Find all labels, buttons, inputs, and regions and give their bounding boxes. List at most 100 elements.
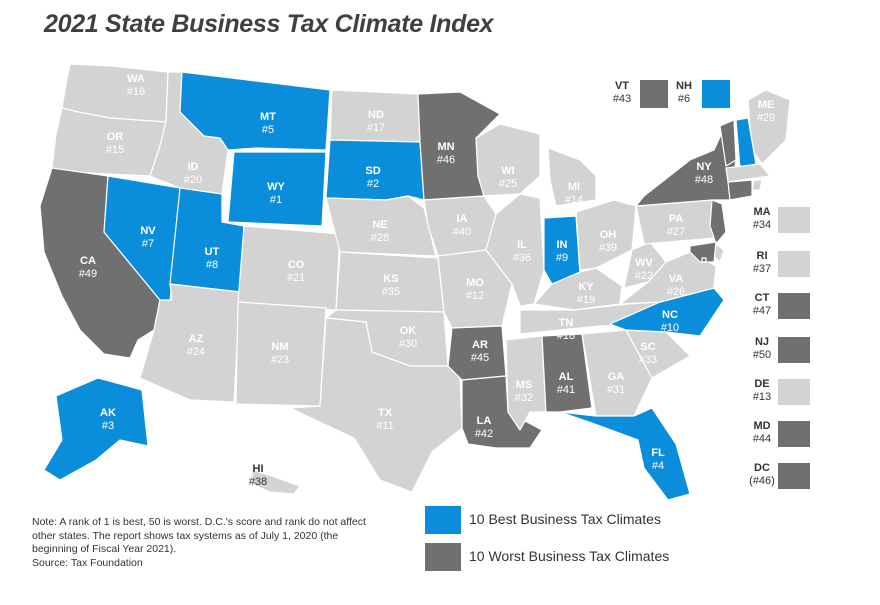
state-abbr: CA bbox=[80, 255, 96, 267]
state-rank: #19 bbox=[577, 294, 595, 306]
state-abbr: SD bbox=[365, 165, 380, 177]
callout-swatch-nj bbox=[778, 337, 810, 363]
state-label-ar: AR #45 bbox=[471, 339, 489, 364]
state-rank: #45 bbox=[471, 352, 489, 364]
state-abbr: AR bbox=[472, 339, 488, 351]
state-label-il: IL #36 bbox=[513, 239, 531, 264]
state-rank: #20 bbox=[184, 174, 202, 186]
state-rank: #41 bbox=[557, 384, 575, 396]
state-label-co: CO #21 bbox=[287, 259, 305, 284]
state-label-la: LA #42 bbox=[475, 415, 493, 440]
state-label-nv: NV #7 bbox=[140, 225, 156, 250]
callout-label-ct: CT #47 bbox=[742, 292, 782, 318]
state-rank: #8 bbox=[206, 259, 218, 271]
state-abbr: ME bbox=[758, 99, 775, 111]
state-vt bbox=[719, 119, 737, 167]
state-wy bbox=[227, 151, 327, 227]
state-rank: #25 bbox=[499, 178, 517, 190]
callout-swatch-vt bbox=[640, 80, 668, 108]
callout-swatch-ri bbox=[778, 251, 810, 277]
callout-rank: #44 bbox=[752, 433, 772, 445]
callout-swatch-md bbox=[778, 421, 810, 447]
callout-label-ma: MA #34 bbox=[742, 206, 782, 232]
callout-rank: (#46) bbox=[749, 475, 775, 487]
state-label-wy: WY #1 bbox=[267, 181, 285, 206]
state-rank: #30 bbox=[399, 338, 417, 350]
callout-swatch-nh bbox=[702, 80, 730, 108]
state-rank: #9 bbox=[556, 252, 568, 264]
state-tx bbox=[289, 317, 463, 493]
state-abbr: KS bbox=[383, 273, 398, 285]
state-label-ak: AK #3 bbox=[100, 407, 116, 432]
state-dc bbox=[701, 257, 707, 263]
callout-label-ri: RI #37 bbox=[742, 250, 782, 276]
state-rank: #28 bbox=[371, 232, 389, 244]
callout-abbr: MA bbox=[753, 206, 771, 218]
state-label-id: ID #20 bbox=[184, 161, 202, 186]
state-label-mo: MO #12 bbox=[466, 277, 484, 302]
state-rank: #15 bbox=[106, 144, 124, 156]
state-label-ia: IA #40 bbox=[453, 213, 471, 238]
state-label-sc: SC #33 bbox=[639, 341, 657, 366]
state-rank: #35 bbox=[382, 286, 400, 298]
state-label-or: OR #15 bbox=[106, 131, 124, 156]
state-label-oh: OH #39 bbox=[599, 229, 617, 254]
state-abbr: OH bbox=[600, 229, 617, 241]
state-rank: #12 bbox=[466, 290, 484, 302]
callout-rank: #47 bbox=[752, 305, 772, 317]
state-abbr: IN bbox=[557, 239, 568, 251]
state-abbr: CO bbox=[288, 259, 305, 271]
state-rank: #36 bbox=[513, 252, 531, 264]
legend-best-label: 10 Best Business Tax Climates bbox=[469, 511, 661, 527]
callout-abbr: RI bbox=[756, 250, 768, 262]
state-label-ok: OK #30 bbox=[399, 325, 417, 350]
legend-worst-label: 10 Worst Business Tax Climates bbox=[469, 548, 670, 564]
callout-swatch-ma bbox=[778, 207, 810, 233]
state-rank: #5 bbox=[262, 124, 274, 136]
state-label-pa: PA #27 bbox=[667, 213, 685, 238]
state-label-me: ME #29 bbox=[757, 99, 775, 124]
state-label-az: AZ #24 bbox=[187, 333, 205, 358]
state-label-ky: KY #19 bbox=[577, 281, 595, 306]
callout-rank: #13 bbox=[752, 391, 772, 403]
state-abbr: LA bbox=[477, 415, 492, 427]
state-abbr: OK bbox=[400, 325, 417, 337]
state-abbr: UT bbox=[205, 246, 220, 258]
state-abbr: MO bbox=[466, 277, 484, 289]
state-rank: #18 bbox=[557, 330, 575, 342]
state-rank: #40 bbox=[453, 226, 471, 238]
callout-abbr: MD bbox=[753, 420, 771, 432]
state-abbr: WV bbox=[635, 257, 653, 269]
state-ct bbox=[727, 179, 753, 201]
state-label-wv: WV #22 bbox=[635, 257, 654, 282]
state-md bbox=[689, 241, 717, 263]
state-rank: #48 bbox=[695, 174, 713, 186]
state-abbr: WY bbox=[267, 181, 285, 193]
state-ak bbox=[43, 377, 149, 481]
state-rank: #7 bbox=[142, 238, 154, 250]
callout-swatch-de bbox=[778, 379, 810, 405]
state-label-hi: HI #38 bbox=[249, 463, 267, 488]
state-ma bbox=[725, 163, 771, 183]
state-label-ms: MS #32 bbox=[515, 379, 533, 404]
state-abbr: NV bbox=[140, 225, 156, 237]
state-shapes bbox=[39, 63, 791, 501]
state-rank: #10 bbox=[661, 322, 679, 334]
state-label-ut: UT #8 bbox=[205, 246, 220, 271]
state-label-va: VA #26 bbox=[667, 273, 685, 298]
state-rank: #2 bbox=[367, 178, 379, 190]
state-rank: #39 bbox=[599, 242, 617, 254]
state-ny bbox=[635, 127, 737, 207]
callout-label-dc: DC (#46) bbox=[742, 462, 782, 488]
state-hi bbox=[251, 469, 301, 495]
state-abbr: MI bbox=[568, 181, 580, 193]
state-label-ga: GA #31 bbox=[607, 371, 625, 396]
state-rank: #4 bbox=[652, 460, 664, 472]
callout-abbr: VT bbox=[614, 80, 630, 92]
state-la bbox=[461, 375, 543, 449]
state-rank: #33 bbox=[639, 354, 657, 366]
state-abbr: AK bbox=[100, 407, 116, 419]
state-abbr: ND bbox=[368, 109, 384, 121]
state-abbr: PA bbox=[669, 213, 684, 225]
